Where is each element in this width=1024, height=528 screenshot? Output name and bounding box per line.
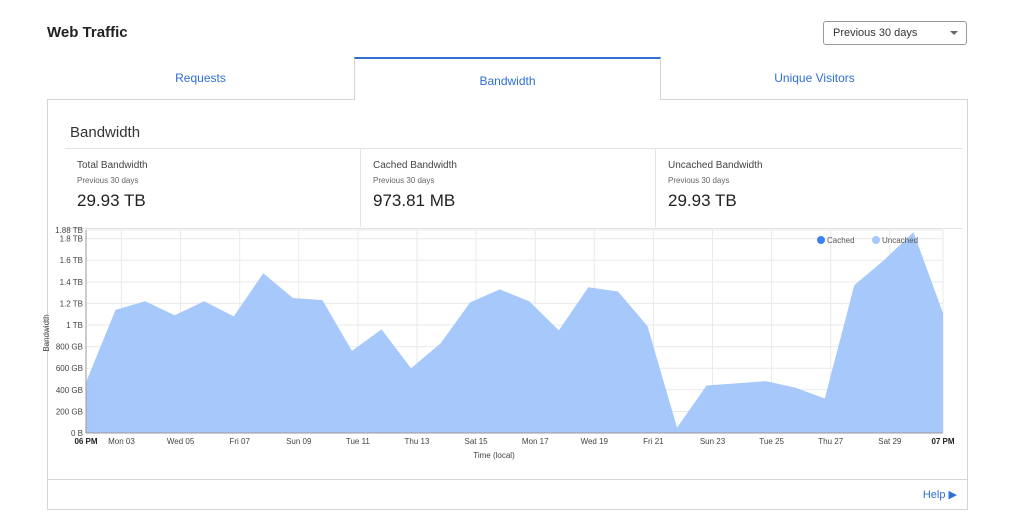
stat-label: Total Bandwidth [77,160,148,171]
x-tick-label: Wed 05 [167,437,195,446]
stat-value: 973.81 MB [373,191,456,210]
x-tick-label: Tue 11 [346,437,371,446]
area [86,232,943,433]
x-axis-label: Time (local) [473,451,515,460]
tab[interactable]: Requests [47,57,354,100]
y-tick-label: 400 GB [56,386,83,395]
x-tick-label: Fri 07 [229,437,250,446]
legend-swatch [872,236,880,244]
y-tick-label: 600 GB [56,364,83,373]
panel-title: Bandwidth [70,124,141,141]
x-tick-label: Fri 21 [643,437,664,446]
help-link[interactable]: Help ▶ [923,488,957,501]
tab-active[interactable]: Bandwidth [354,57,661,100]
legend-label: Uncached [882,236,918,245]
stat: Cached Bandwidth Previous 30 days 973.81 M… [360,148,655,227]
x-tick-label: Thu 13 [405,437,430,446]
arrow-icon: ▶ [948,489,957,501]
x-tick-label: Thu 27 [818,437,843,446]
stat-period: Previous 30 days [668,176,730,185]
y-tick-label: 1.2 TB [60,299,83,308]
stat: Total Bandwidth Previous 30 days 29.93 TB [65,148,360,227]
x-tick-label: 06 PM [74,437,97,446]
stat-label: Uncached Bandwidth [668,160,763,171]
stat-value: 29.93 TB [77,191,146,210]
x-tick-label: Sun 09 [286,437,312,446]
stat-period: Previous 30 days [373,176,435,185]
stats-row [65,148,962,229]
x-tick-label: Tue 25 [759,437,784,446]
help-text: Help [922,489,946,501]
x-tick-label: Sat 15 [465,437,489,446]
x-tick-label: 07 PM [931,437,954,446]
y-tick-label: 0 B [71,429,83,438]
legend-swatch [817,236,825,244]
caret-icon [950,31,958,35]
y-tick-label: 200 GB [56,407,83,416]
stat-period: Previous 30 days [77,176,139,185]
x-tick-label: Sun 23 [700,437,726,446]
range-select-text: Previous 30 days [833,27,918,39]
x-tick-label: Mon 03 [108,437,135,446]
x-tick-label: Sat 29 [878,437,902,446]
stat-value: 29.93 TB [668,191,737,210]
y-tick-label: 1 TB [66,321,83,330]
y-tick-label: 800 GB [56,343,83,352]
tab[interactable]: Unique Visitors [661,57,968,100]
footer-divider [47,479,968,480]
x-tick-label: Mon 17 [522,437,549,446]
stat-label: Cached Bandwidth [373,160,457,171]
legend-label: Cached [827,236,855,245]
range-select[interactable]: Previous 30 days [823,21,967,45]
y-axis-label: Bandwidth [42,314,51,351]
y-tick-label: 1.88 TB [55,226,83,235]
stat: Uncached Bandwidth Previous 30 days 29.93 … [655,148,950,227]
y-tick-label: 1.4 TB [60,278,83,287]
x-tick-label: Wed 19 [581,437,609,446]
y-tick-label: 1.6 TB [60,256,83,265]
page-title: Web Traffic [47,24,128,41]
y-tick-label: 1.8 TB [60,235,83,244]
